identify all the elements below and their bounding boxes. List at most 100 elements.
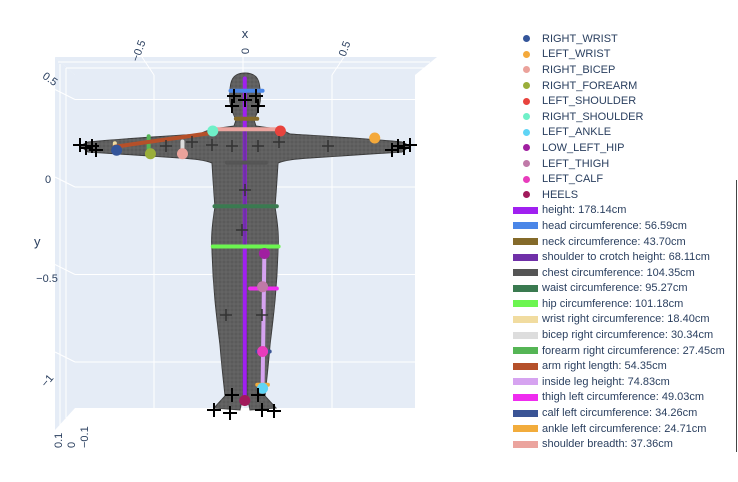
- line-swatch-icon: [512, 253, 538, 261]
- legend-item[interactable]: RIGHT_WRIST: [510, 31, 736, 47]
- cross-marker: [249, 89, 263, 103]
- legend-symbol: [510, 50, 542, 58]
- marker-dot-icon: [522, 144, 530, 152]
- cross-marker: [397, 141, 411, 155]
- legend-symbol: [510, 269, 542, 277]
- legend-item[interactable]: waist circumference: 95.27cm: [510, 281, 736, 297]
- legend-item[interactable]: thigh left circumference: 49.03cm: [510, 390, 736, 406]
- legend-symbol: [510, 35, 542, 43]
- line-swatch-icon: [512, 409, 538, 417]
- legend-label: LOW_LEFT_HIP: [542, 141, 625, 154]
- cross-marker: [267, 404, 281, 418]
- legend-label: bicep right circumference: 30.34cm: [542, 329, 714, 342]
- legend-label: head circumference: 56.59cm: [542, 219, 687, 232]
- legend-item[interactable]: ankle left circumference: 24.71cm: [510, 421, 736, 437]
- legend-symbol: [510, 409, 542, 417]
- legend-label: wrist right circumference: 18.40cm: [542, 313, 710, 326]
- measurement-lines: [112, 76, 283, 403]
- legend-item[interactable]: LEFT_ANKLE: [510, 125, 736, 141]
- point-right-wrist: [111, 144, 123, 156]
- cross-marker-gray: [322, 140, 334, 152]
- cross-marker-gray: [160, 140, 172, 152]
- legend-symbol: [510, 113, 542, 121]
- cross-marker-gray: [186, 136, 198, 148]
- legend-item[interactable]: hip circumference: 101.18cm: [510, 296, 736, 312]
- marker-dot-icon: [522, 175, 530, 183]
- legend-item[interactable]: RIGHT_SHOULDER: [510, 109, 736, 125]
- legend-symbol: [510, 238, 542, 246]
- legend-symbol: [510, 222, 542, 230]
- line-swatch-icon: [512, 315, 538, 323]
- cross-marker-gray: [239, 184, 251, 196]
- legend-item[interactable]: height: 178.14cm: [510, 203, 736, 219]
- point-right-shoulder: [207, 125, 219, 137]
- point-left-thigh: [257, 281, 269, 293]
- legend-item[interactable]: wrist right circumference: 18.40cm: [510, 312, 736, 328]
- legend-symbol: [510, 284, 542, 292]
- line-swatch-icon: [512, 440, 538, 448]
- cross-marker: [207, 403, 221, 417]
- legend-item[interactable]: inside leg height: 74.83cm: [510, 374, 736, 390]
- legend-symbol: [510, 191, 542, 199]
- legend-item[interactable]: LEFT_THIGH: [510, 156, 736, 172]
- line-swatch-icon: [512, 425, 538, 433]
- legend-item[interactable]: LOW_LEFT_HIP: [510, 140, 736, 156]
- legend-label: arm right length: 54.35cm: [542, 360, 667, 373]
- cross-marker: [251, 99, 265, 113]
- cross-marker: [227, 89, 241, 103]
- legend-symbol: [510, 175, 542, 183]
- legend-item[interactable]: neck circumference: 43.70cm: [510, 234, 736, 250]
- line-swatch-icon: [512, 284, 538, 292]
- legend-label: RIGHT_BICEP: [542, 63, 616, 76]
- legend-symbol: [510, 144, 542, 152]
- legend-item[interactable]: arm right length: 54.35cm: [510, 358, 736, 374]
- cross-marker-gray: [273, 136, 285, 148]
- line-swatch-icon: [512, 206, 538, 214]
- legend-item[interactable]: shoulder breadth: 37.36cm: [510, 436, 736, 452]
- y-tick-neg05: −0.5: [36, 273, 58, 285]
- legend-symbol: [510, 97, 542, 105]
- legend-item[interactable]: LEFT_CALF: [510, 171, 736, 187]
- legend-label: chest circumference: 104.35cm: [542, 266, 695, 279]
- marker-dot-icon: [522, 160, 530, 168]
- marker-dot-icon: [522, 128, 530, 136]
- legend-label: HEELS: [542, 188, 579, 201]
- legend-item[interactable]: LEFT_WRIST: [510, 47, 736, 63]
- legend-item[interactable]: forearm right circumference: 27.45cm: [510, 343, 736, 359]
- legend-item[interactable]: LEFT_SHOULDER: [510, 93, 736, 109]
- line-swatch-icon: [512, 393, 538, 401]
- legend-label: LEFT_THIGH: [542, 157, 610, 170]
- legend-item[interactable]: bicep right circumference: 30.34cm: [510, 327, 736, 343]
- legend-scrollbar[interactable]: [736, 180, 737, 452]
- cross-marker: [89, 143, 103, 157]
- legend-symbol: [510, 425, 542, 433]
- x-axis-title: x: [242, 26, 249, 41]
- y-gridline-side: [54, 176, 76, 188]
- x-tick-05: 0.5: [337, 40, 354, 58]
- mesh-vertices-markers: [73, 89, 417, 420]
- legend-item[interactable]: RIGHT_BICEP: [510, 62, 736, 78]
- left-wall: [55, 57, 75, 430]
- legend-item[interactable]: head circumference: 56.59cm: [510, 218, 736, 234]
- legend-label: thigh left circumference: 49.03cm: [542, 391, 705, 404]
- marker-dot-icon: [522, 191, 530, 199]
- marker-dot-icon: [522, 113, 530, 121]
- marker-dot-icon: [522, 66, 530, 74]
- legend-symbol: [510, 128, 542, 136]
- marker-dot-icon: [522, 97, 530, 105]
- legend: RIGHT_WRIST LEFT_WRIST RIGHT_BICEP RIGHT_FO…: [510, 31, 736, 452]
- legend-symbol: [510, 440, 542, 448]
- cross-marker: [385, 143, 399, 157]
- line-swatch-icon: [512, 347, 538, 355]
- legend-item[interactable]: HEELS: [510, 187, 736, 203]
- legend-item[interactable]: shoulder to crotch height: 68.11cm: [510, 249, 736, 265]
- line-swatch-icon: [512, 222, 538, 230]
- legend-symbol: [510, 160, 542, 168]
- legend-item[interactable]: calf left circumference: 34.26cm: [510, 405, 736, 421]
- legend-item[interactable]: RIGHT_FOREARM: [510, 78, 736, 94]
- legend-label: RIGHT_SHOULDER: [542, 110, 644, 123]
- cross-marker: [223, 406, 237, 420]
- legend-label: height: 178.14cm: [542, 204, 627, 217]
- legend-item[interactable]: chest circumference: 104.35cm: [510, 265, 736, 281]
